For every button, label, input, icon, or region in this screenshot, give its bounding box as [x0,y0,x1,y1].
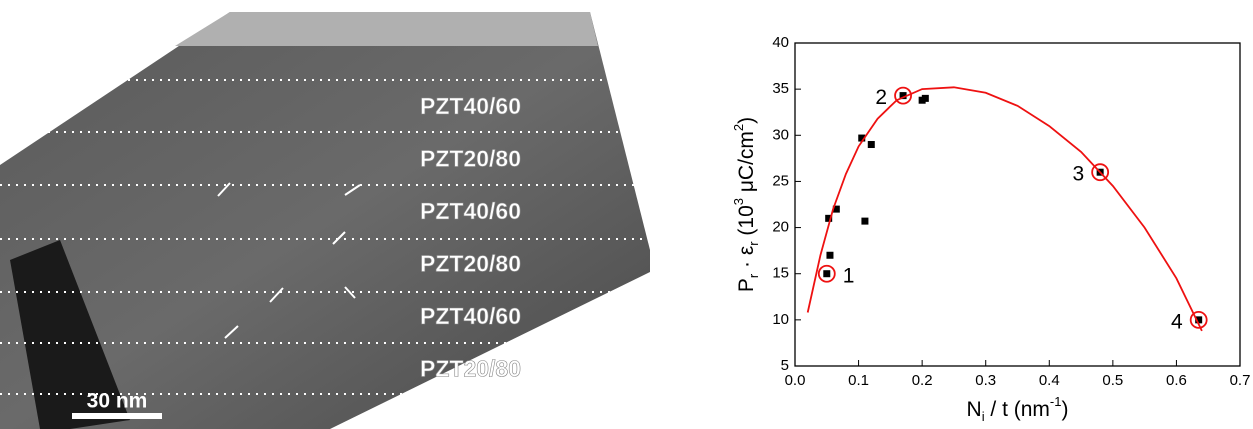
layer-label: PZT40/60 [420,303,521,329]
x-tick-label: 0.3 [975,372,996,389]
x-tick-label: 0.2 [912,372,933,389]
layer-label: PZT20/80 [420,146,521,172]
y-tick-label: 20 [772,219,789,236]
y-tick-label: 5 [781,357,789,374]
arrow [224,325,239,339]
highlight-circle [817,264,836,283]
scale-label: 30 nm [87,390,148,413]
axis-label-part: (10 [735,205,758,241]
layer-label: PZT40/60 [420,198,521,224]
x-axis-label: Ni / t (nm-1) [967,394,1069,424]
plot-frame [794,42,1241,367]
axis-label-part: N [967,398,982,421]
axis-label-part: μC/cm [735,131,758,198]
y-tick-label: 10 [772,311,789,328]
axis-label-part: · ε [735,246,758,274]
arrow [344,286,356,299]
surface-layer [175,12,598,46]
point-label: 2 [875,86,887,109]
arrow [269,287,284,303]
x-tick-label: 0.6 [1166,372,1187,389]
y-tick-label: 30 [772,126,789,143]
arrow [217,182,231,197]
point [825,214,833,222]
arrow [332,231,346,245]
y-tick-label: 15 [772,265,789,282]
point [858,134,866,142]
x-tick-label: 0.7 [1230,372,1251,389]
x-tick-label: 0.5 [1102,372,1123,389]
fit-curve [806,86,1203,332]
tem-image: PZT40/60 PZT20/80 PZT40/60 PZT20/80 PZT40/60… [0,12,650,429]
axis-label-part: / t (nm [985,398,1050,421]
axis-label-part: ) [1061,398,1068,421]
scale-bar [72,413,162,419]
inset-label [10,240,130,429]
point-label: 3 [1072,163,1084,186]
point [826,251,834,259]
micrograph [0,12,650,429]
axis-label-part: -1 [1050,394,1062,409]
x-tick-label: 0.0 [785,372,806,389]
axis-label-part: i [982,409,985,424]
point [832,205,840,213]
layer-label: PZT40/60 [420,93,521,119]
x-tick-label: 0.4 [1039,372,1060,389]
layer-label: PZT20/80 [420,356,521,382]
axis-label-part: ) [735,117,758,124]
point-label: 4 [1171,310,1183,333]
highlight-circle [894,86,912,105]
point [861,217,869,225]
axis-label-part: P [735,278,758,292]
y-tick-label: 35 [772,80,789,97]
point [899,92,907,100]
axis-label-part: 2 [731,124,746,131]
arrow [344,184,361,196]
axis-label-part: r [746,241,761,246]
y-axis-label: Pr · εr (103 μC/cm2) [731,117,761,292]
y-tick-label: 25 [772,172,789,189]
point [867,141,875,149]
chart: 0.0 0.1 0.2 0.3 0.4 0.5 0.6 0.7 5 10 15 20 25 30 35 40 N… [731,34,1250,424]
point [921,94,929,102]
point-label: 1 [843,264,855,287]
highlight-circle [1091,163,1110,182]
point [1195,316,1203,324]
layer-label: PZT20/80 [420,251,521,277]
axis-label-part: 3 [731,198,746,205]
point [823,270,831,278]
y-tick-label: 40 [772,34,789,51]
axis-label-part: r [746,273,761,278]
highlight-circle [1189,310,1208,329]
x-tick-label: 0.1 [848,372,869,389]
